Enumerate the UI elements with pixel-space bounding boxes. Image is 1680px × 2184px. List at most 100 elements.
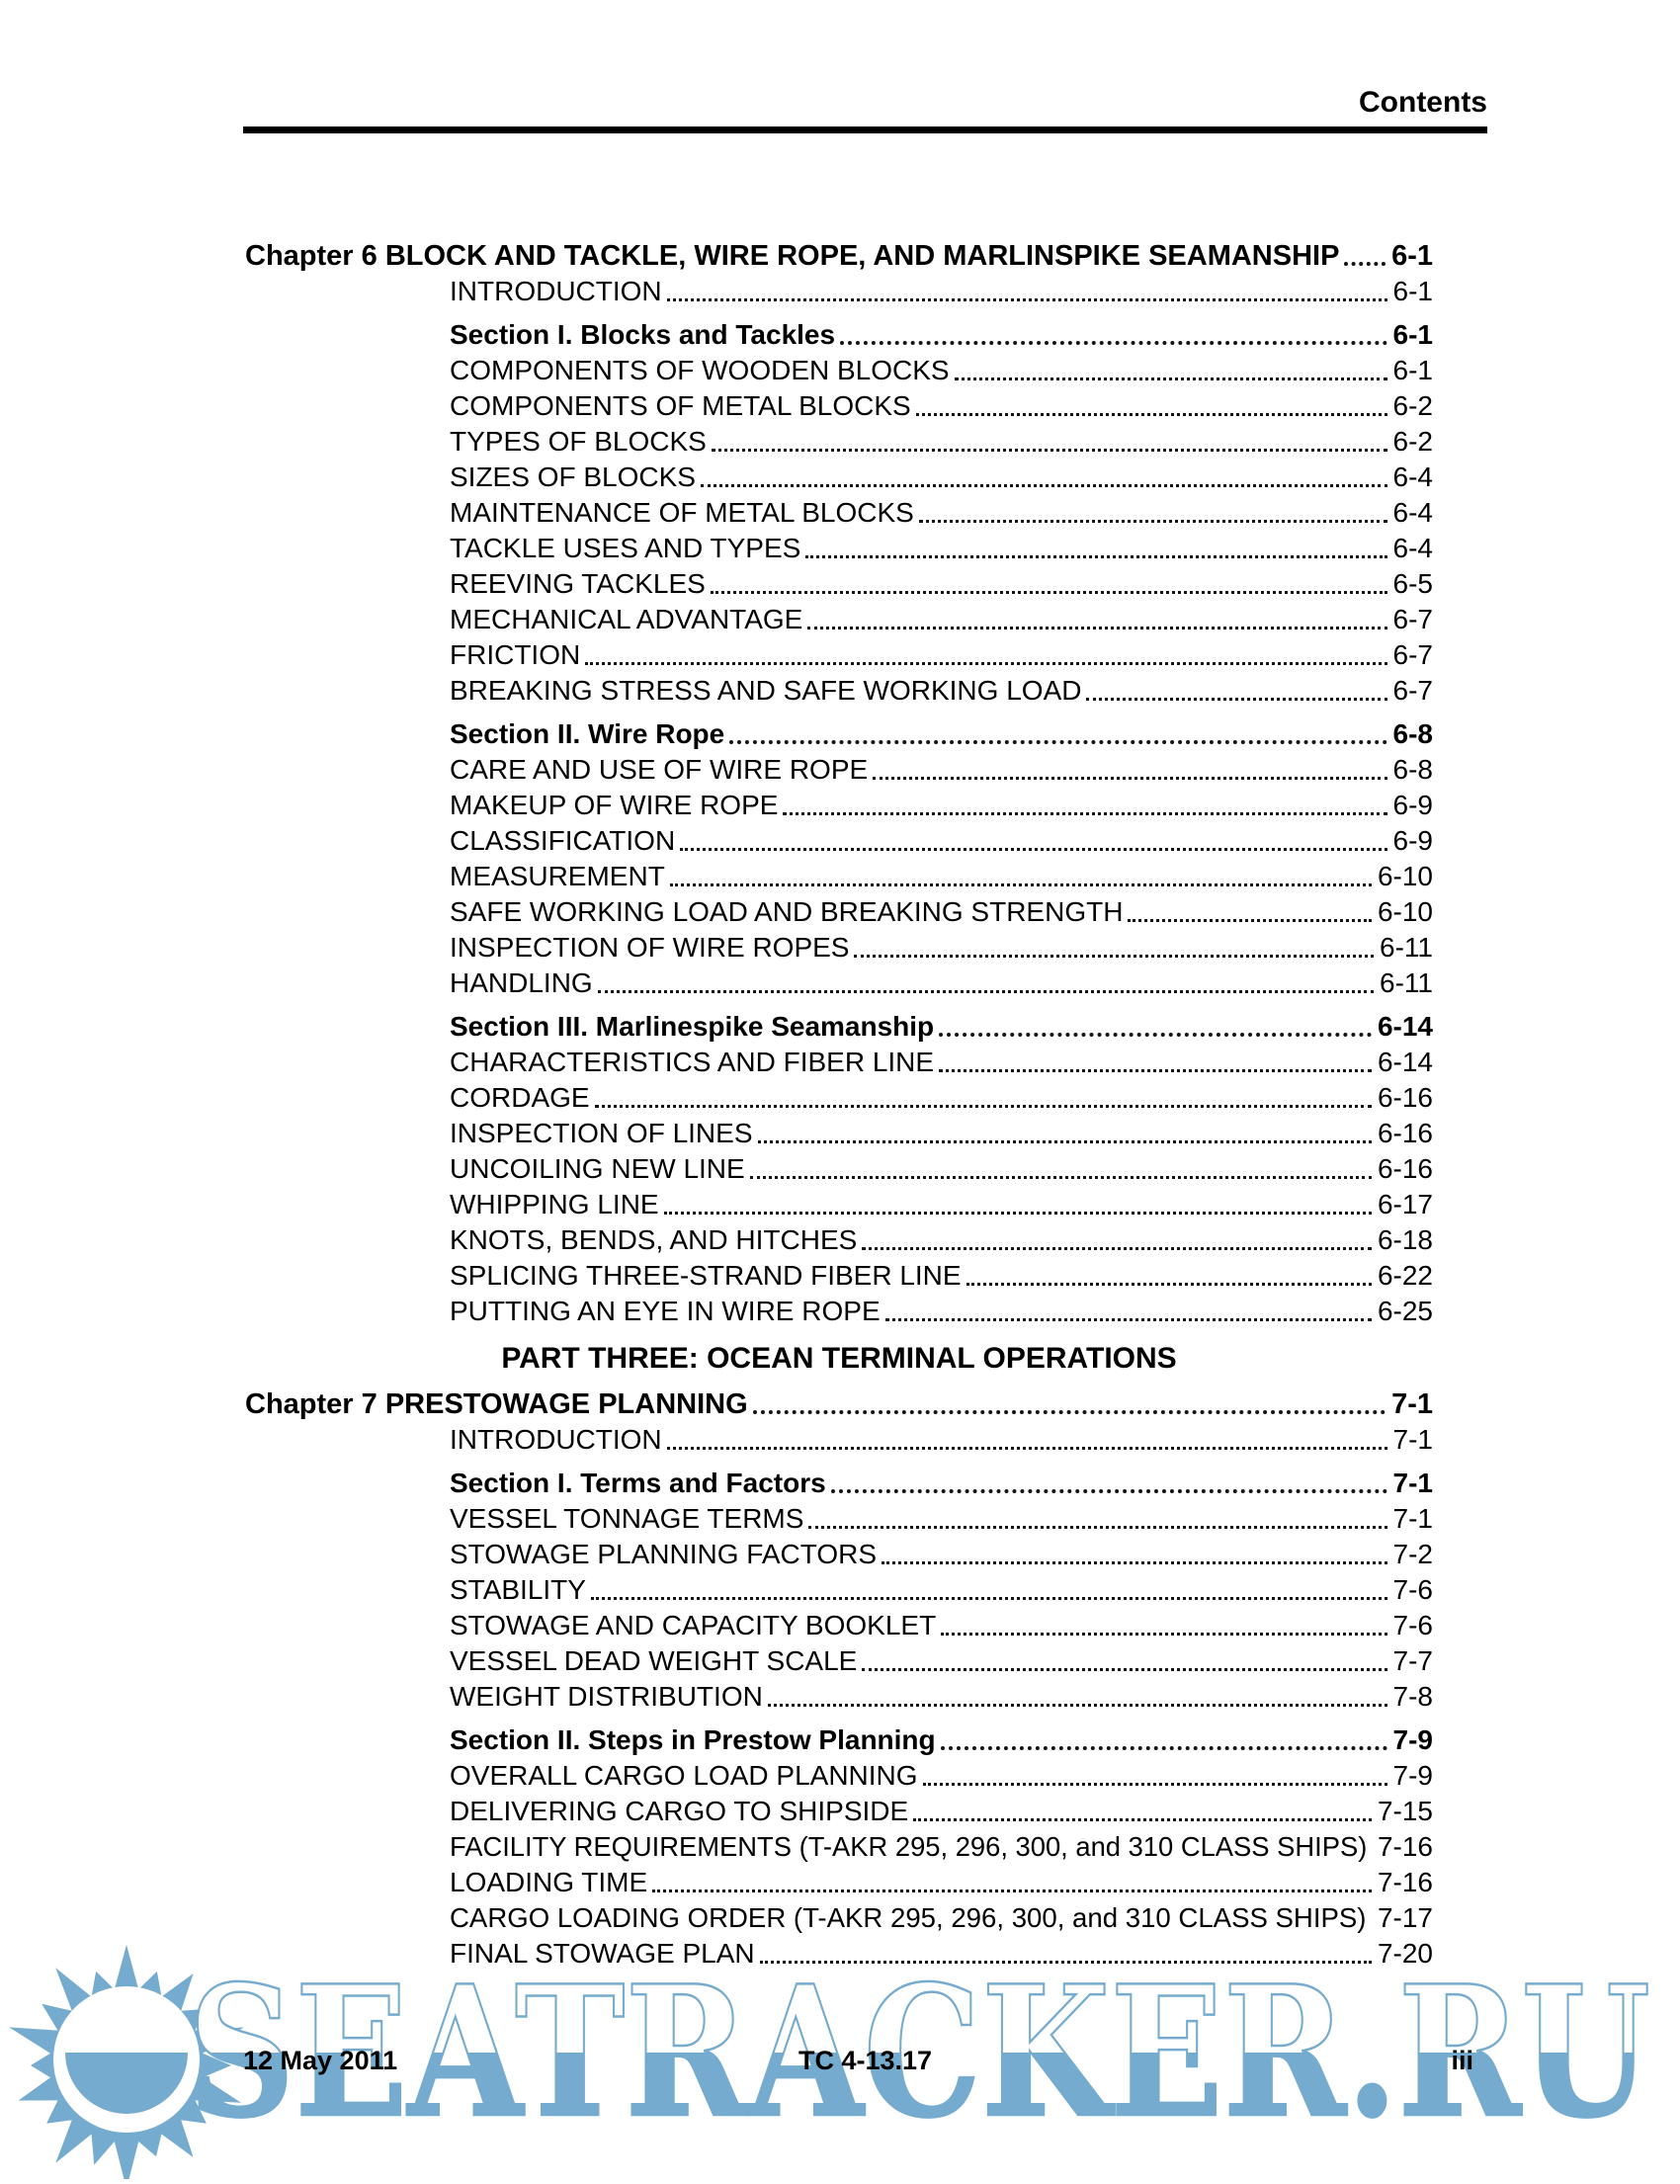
toc-page-number: 7-1 xyxy=(1392,1503,1433,1534)
toc-entry-label: FRICTION xyxy=(450,639,581,670)
toc-page-number: 7-1 xyxy=(1392,1468,1433,1498)
header-rule xyxy=(243,126,1487,133)
dotted-leader xyxy=(757,1140,1372,1143)
toc-row: STOWAGE PLANNING FACTORS 7-2 xyxy=(245,1536,1487,1571)
toc-entry-label: Section II. Steps in Prestow Planning xyxy=(450,1724,936,1755)
toc-entry-label: STOWAGE PLANNING FACTORS xyxy=(450,1539,878,1569)
dotted-leader xyxy=(783,812,1387,815)
sun-lower-disc-icon xyxy=(65,2053,188,2114)
toc-page-number: 6-2 xyxy=(1392,390,1433,421)
toc-page-number: 6-9 xyxy=(1392,825,1433,856)
toc-row: MAKEUP OF WIRE ROPE 6-9 xyxy=(245,787,1487,822)
toc-entry-label: CARE AND USE OF WIRE ROPE xyxy=(450,754,869,785)
dotted-leader xyxy=(954,378,1387,380)
toc-row: PUTTING AN EYE IN WIRE ROPE 6-25 xyxy=(245,1293,1487,1328)
toc-entry-label: Chapter 7 PRESTOWAGE PLANNING xyxy=(245,1388,748,1420)
toc-row: COMPONENTS OF METAL BLOCKS 6-2 xyxy=(245,387,1487,423)
toc-row: CARE AND USE OF WIRE ROPE 6-8 xyxy=(245,751,1487,787)
page-footer: 12 May 2011 TC 4-13.17 iii xyxy=(243,2044,1487,2079)
dotted-leader xyxy=(652,1890,1372,1892)
toc-row: Chapter 6 BLOCK AND TACKLE, WIRE ROPE, A… xyxy=(245,237,1487,273)
toc-entry-label: PUTTING AN EYE IN WIRE ROPE xyxy=(450,1296,881,1326)
dotted-leader xyxy=(749,1176,1372,1179)
dotted-leader xyxy=(873,777,1387,780)
toc-row: MECHANICAL ADVANTAGE 6-7 xyxy=(245,601,1487,636)
toc-row: FACILITY REQUIREMENTS (T-AKR 295, 296, 3… xyxy=(245,1828,1487,1864)
toc-row: Section I. Terms and Factors 7-1 xyxy=(245,1465,1487,1500)
toc-entry-label: BREAKING STRESS AND SAFE WORKING LOAD xyxy=(450,675,1082,706)
toc-row: Section II. Wire Rope 6-8 xyxy=(245,715,1487,751)
toc-row: INTRODUCTION 6-1 xyxy=(245,273,1487,308)
toc-row: BREAKING STRESS AND SAFE WORKING LOAD 6-7 xyxy=(245,672,1487,708)
toc-row: Chapter 7 PRESTOWAGE PLANNING 7-1 xyxy=(245,1386,1487,1421)
toc-page-number: 6-8 xyxy=(1392,718,1433,749)
toc-row: STABILITY 7-6 xyxy=(245,1571,1487,1607)
toc-entry-label: MEASUREMENT xyxy=(450,861,665,891)
toc-page-number: 6-25 xyxy=(1377,1296,1433,1326)
toc-row: MAINTENANCE OF METAL BLOCKS 6-4 xyxy=(245,494,1487,530)
dotted-leader xyxy=(830,1489,1387,1493)
toc-page-number: 7-9 xyxy=(1392,1760,1433,1791)
toc-row: REEVING TACKLES 6-5 xyxy=(245,565,1487,601)
dotted-leader xyxy=(940,1746,1387,1750)
dotted-leader xyxy=(913,1818,1372,1821)
table-of-contents: Chapter 6 BLOCK AND TACKLE, WIRE ROPE, A… xyxy=(245,237,1487,1971)
toc-row: HANDLING 6-11 xyxy=(245,965,1487,1000)
toc-page-number: 6-22 xyxy=(1377,1260,1433,1291)
dotted-leader xyxy=(882,1561,1387,1564)
sun-logo xyxy=(9,1945,244,2184)
dotted-leader xyxy=(666,298,1387,301)
dotted-leader xyxy=(966,1283,1372,1286)
toc-entry-label: CHARACTERISTICS AND FIBER LINE xyxy=(450,1047,935,1077)
toc-entry-label: Section I. Terms and Factors xyxy=(450,1468,826,1498)
toc-entry-label: MECHANICAL ADVANTAGE xyxy=(450,604,803,634)
toc-entry-label: OVERALL CARGO LOAD PLANNING xyxy=(450,1760,918,1791)
toc-entry-label: INSPECTION OF WIRE ROPES xyxy=(450,932,850,963)
dotted-leader xyxy=(941,1633,1387,1636)
toc-entry-label: CORDAGE xyxy=(450,1082,590,1113)
toc-entry-label: WHIPPING LINE xyxy=(450,1189,659,1219)
dotted-leader xyxy=(862,1247,1372,1250)
toc-row: INSPECTION OF LINES 6-16 xyxy=(245,1115,1487,1150)
toc-entry-label: SAFE WORKING LOAD AND BREAKING STRENGTH xyxy=(450,896,1124,927)
toc-page-number: 6-5 xyxy=(1392,568,1433,599)
toc-page-number: 6-16 xyxy=(1377,1118,1433,1148)
toc-row: SAFE WORKING LOAD AND BREAKING STRENGTH 6… xyxy=(245,893,1487,929)
toc-entry-label: DELIVERING CARGO TO SHIPSIDE xyxy=(450,1796,909,1826)
toc-row: FRICTION 6-7 xyxy=(245,636,1487,672)
toc-entry-label: COMPONENTS OF WOODEN BLOCKS xyxy=(450,355,950,385)
toc-entry-label: HANDLING xyxy=(450,967,593,998)
dotted-leader xyxy=(915,413,1387,416)
dotted-leader xyxy=(939,1033,1372,1037)
toc-entry-label: SIZES OF BLOCKS xyxy=(450,462,696,492)
toc-entry-label: VESSEL TONNAGE TERMS xyxy=(450,1503,804,1534)
toc-page-number: 7-6 xyxy=(1392,1574,1433,1605)
dotted-leader xyxy=(594,1105,1372,1108)
toc-page-number: 7-1 xyxy=(1392,1424,1433,1455)
toc-page-number: 6-16 xyxy=(1377,1153,1433,1184)
toc-entry-label: MAKEUP OF WIRE ROPE xyxy=(450,790,779,820)
toc-page-number: 7-8 xyxy=(1392,1681,1433,1712)
dotted-leader xyxy=(1128,919,1372,922)
dotted-leader xyxy=(700,484,1387,487)
page-header-title: Contents xyxy=(1359,86,1487,119)
toc-page-number: 6-1 xyxy=(1392,319,1433,350)
toc-row: INTRODUCTION 7-1 xyxy=(245,1421,1487,1457)
toc-row: Section III. Marlinespike Seamanship 6-14 xyxy=(245,1008,1487,1044)
dotted-leader xyxy=(1086,698,1387,701)
toc-row: PART THREE: OCEAN TERMINAL OPERATIONS xyxy=(245,1340,1487,1376)
toc-page-number: 6-9 xyxy=(1392,790,1433,820)
toc-entry-label: FINAL STOWAGE PLAN xyxy=(450,1938,755,1969)
toc-page-number: 6-10 xyxy=(1377,861,1433,891)
toc-page-number: 6-14 xyxy=(1377,1011,1433,1042)
toc-row: SPLICING THREE-STRAND FIBER LINE 6-22 xyxy=(245,1257,1487,1293)
toc-row: VESSEL TONNAGE TERMS 7-1 xyxy=(245,1500,1487,1536)
toc-entry-label: TACKLE USES AND TYPES xyxy=(450,533,801,563)
toc-entry-label: PART THREE: OCEAN TERMINAL OPERATIONS xyxy=(501,1342,1177,1375)
dotted-leader xyxy=(666,1447,1387,1450)
dotted-leader xyxy=(590,1597,1387,1600)
toc-row: OVERALL CARGO LOAD PLANNING 7-9 xyxy=(245,1757,1487,1793)
toc-entry-label: Section I. Blocks and Tackles xyxy=(450,319,836,350)
dotted-leader xyxy=(884,1318,1372,1321)
toc-row: UNCOILING NEW LINE 6-16 xyxy=(245,1150,1487,1186)
